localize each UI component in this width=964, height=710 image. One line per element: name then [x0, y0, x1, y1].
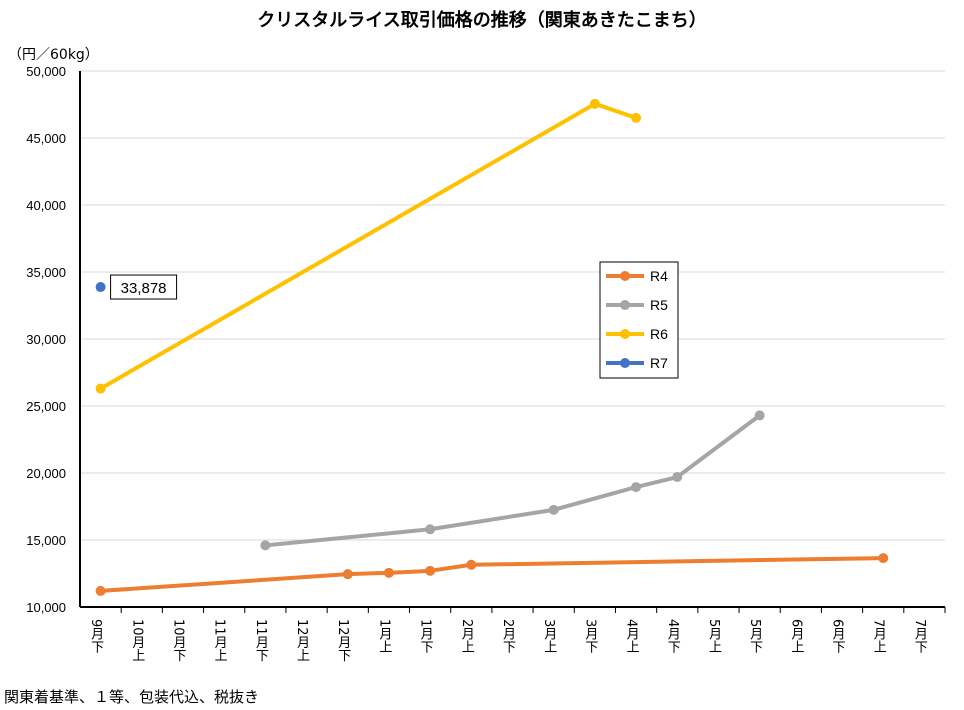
series-line-R5 [265, 413, 761, 548]
x-tick-label: 2月下 [500, 619, 516, 654]
y-tick-label: 25,000 [26, 399, 66, 414]
y-tick-label: 30,000 [26, 332, 66, 347]
data-point-R6 [589, 98, 600, 109]
data-point-R5 [672, 472, 683, 483]
x-tick-label: 12月上 [294, 619, 310, 662]
y-tick-label: 40,000 [26, 198, 66, 213]
legend-marker-R7 [620, 358, 630, 368]
y-tick-label: 20,000 [26, 466, 66, 481]
y-axis-unit: （円／60kg） [8, 47, 99, 63]
x-tick-label: 5月下 [747, 619, 763, 654]
legend-label-R7: R7 [650, 355, 668, 371]
data-point-R5 [631, 482, 642, 493]
data-point-R5 [754, 410, 765, 421]
y-tick-label: 45,000 [26, 131, 66, 146]
data-point-R4 [342, 569, 353, 580]
legend-marker-R5 [620, 300, 630, 310]
series-line-R6 [99, 101, 637, 391]
y-tick-label: 15,000 [26, 533, 66, 548]
data-point-R6 [95, 383, 106, 394]
x-tick-label: 2月上 [459, 619, 475, 653]
legend-label-R5: R5 [650, 297, 668, 313]
legend-label-R6: R6 [650, 326, 668, 342]
legend-marker-R4 [620, 271, 630, 281]
data-point-R6 [631, 112, 642, 123]
x-tick-label: 7月上 [871, 619, 887, 653]
x-tick-label: 1月上 [376, 619, 392, 653]
x-tick-label: 6月上 [788, 619, 804, 653]
data-point-R4 [383, 567, 394, 578]
data-point-R5 [548, 504, 559, 515]
x-tick-label: 4月上 [624, 619, 640, 653]
x-tick-label: 11月下 [253, 619, 269, 662]
x-tick-label: 4月下 [665, 619, 681, 654]
y-tick-label: 10,000 [26, 600, 66, 615]
data-point-R4 [95, 585, 106, 596]
x-tick-label: 5月上 [706, 619, 722, 653]
legend [599, 261, 679, 379]
series-line-R4 [100, 556, 884, 593]
data-point-R5 [260, 540, 271, 551]
legend-label-R4: R4 [650, 268, 668, 284]
data-point-R4 [878, 553, 889, 564]
y-tick-label: 50,000 [26, 64, 66, 79]
data-label-box [110, 274, 178, 300]
x-tick-label: 12月下 [335, 619, 351, 662]
x-tick-label: 10月上 [129, 619, 145, 662]
x-tick-label: 11月上 [212, 619, 228, 662]
data-point-R4 [466, 559, 477, 570]
data-label: 33,878 [121, 280, 167, 297]
x-tick-label: 6月下 [830, 619, 846, 654]
data-point-R5 [425, 524, 436, 535]
x-tick-label: 3月上 [541, 619, 557, 653]
x-tick-label: 1月下 [418, 619, 434, 654]
x-tick-label: 9月下 [88, 619, 104, 654]
footnote: 関東着基準、１等、包装代込、税抜き [4, 688, 260, 706]
y-tick-label: 35,000 [26, 265, 66, 280]
x-tick-label: 7月下 [912, 619, 928, 654]
x-tick-label: 10月下 [170, 619, 186, 662]
chart-title: クリスタルライス取引価格の推移（関東あきたこまち） [257, 10, 707, 31]
data-point-R4 [425, 565, 436, 576]
x-tick-label: 3月下 [582, 619, 598, 654]
legend-marker-R6 [620, 329, 630, 339]
data-point-R7 [95, 282, 106, 293]
